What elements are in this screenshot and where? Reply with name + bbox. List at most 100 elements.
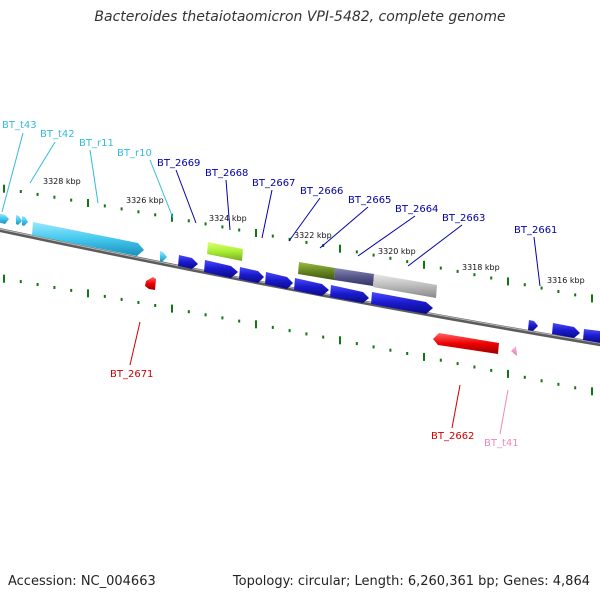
minor-tick bbox=[19, 280, 22, 284]
leader-line bbox=[451, 384, 461, 429]
minor-tick bbox=[103, 204, 106, 208]
minor-tick bbox=[238, 228, 241, 232]
minor-tick bbox=[540, 286, 543, 290]
gene-label-bt-2665: BT_2665 bbox=[348, 195, 391, 206]
minor-tick bbox=[221, 225, 224, 229]
leader-line bbox=[499, 389, 509, 435]
gene-labels: BT_t43 BT_t42 BT_r11 BT_r10 BT_2669 BT_2… bbox=[2, 120, 557, 449]
minor-tick bbox=[473, 365, 476, 369]
leader-line bbox=[149, 159, 174, 219]
minor-tick bbox=[36, 192, 39, 196]
cds-forward-arrow bbox=[583, 329, 600, 343]
leader-line bbox=[29, 141, 56, 184]
leader-line bbox=[357, 215, 416, 257]
leader-line bbox=[407, 224, 463, 267]
minor-tick bbox=[288, 237, 291, 241]
gene-label-bt-2671: BT_2671 bbox=[110, 369, 153, 380]
minor-tick bbox=[456, 362, 459, 366]
minor-tick bbox=[557, 382, 560, 386]
page-title: Bacteroides thetaiotaomicron VPI-5482, c… bbox=[94, 9, 506, 25]
major-tick bbox=[339, 336, 341, 345]
gene-label-bt-2668: BT_2668 bbox=[205, 168, 248, 179]
leader-line bbox=[89, 149, 99, 204]
minor-tick bbox=[187, 219, 190, 223]
leader-line bbox=[225, 179, 231, 231]
minor-tick bbox=[557, 290, 560, 293]
feature-blocks bbox=[207, 242, 437, 298]
minor-tick bbox=[120, 207, 123, 211]
cds-reverse-arrow bbox=[145, 277, 156, 290]
minor-tick bbox=[137, 210, 140, 214]
leader-line bbox=[175, 169, 197, 224]
genome-summary-text: Topology: circular; Length: 6,260,361 bp… bbox=[232, 574, 590, 589]
trna-feature-arrow bbox=[22, 216, 28, 226]
minor-tick bbox=[355, 342, 358, 346]
rrna-feature-arrow bbox=[160, 251, 167, 262]
major-tick bbox=[255, 320, 257, 329]
trna-feature-arrow bbox=[16, 215, 22, 225]
cds-forward-arrow bbox=[239, 267, 264, 283]
slate-feature bbox=[334, 268, 374, 286]
cds-forward-arrow bbox=[528, 320, 538, 331]
reverse-features bbox=[145, 277, 517, 356]
gray-feature bbox=[373, 274, 437, 298]
minor-tick bbox=[490, 368, 493, 372]
gene-label-bt-t43: BT_t43 bbox=[2, 120, 37, 131]
minor-tick bbox=[540, 379, 543, 383]
minor-tick bbox=[154, 213, 157, 217]
tick-labels: 3328 kbp 3326 kbp 3324 kbp 3322 kbp 3320… bbox=[43, 177, 585, 285]
gene-label-bt-2662: BT_2662 bbox=[431, 431, 474, 442]
minor-tick bbox=[221, 316, 224, 320]
gene-label-bt-r11: BT_r11 bbox=[79, 138, 114, 149]
major-tick bbox=[507, 369, 509, 378]
cds-forward-arrow bbox=[371, 292, 433, 314]
tick-label: 3328 kbp bbox=[43, 177, 81, 186]
major-tick bbox=[507, 277, 509, 286]
minor-tick bbox=[322, 335, 325, 339]
minor-tick bbox=[120, 297, 123, 301]
tick-label: 3322 kbp bbox=[294, 231, 332, 240]
major-tick bbox=[339, 244, 341, 253]
minor-tick bbox=[271, 234, 274, 238]
minor-tick bbox=[523, 283, 526, 287]
leader-line bbox=[261, 189, 273, 239]
minor-tick bbox=[36, 283, 39, 286]
minor-tick bbox=[372, 253, 375, 257]
major-tick bbox=[3, 274, 5, 283]
minor-tick bbox=[103, 294, 106, 298]
lime-feature bbox=[207, 242, 243, 261]
minor-tick bbox=[372, 345, 375, 349]
minor-tick bbox=[406, 352, 409, 355]
minor-tick bbox=[574, 386, 577, 390]
tick-label: 3320 kbp bbox=[378, 247, 416, 256]
tick-label: 3326 kbp bbox=[126, 196, 164, 205]
gene-label-bt-r10: BT_r10 bbox=[117, 148, 152, 159]
major-tick bbox=[423, 352, 425, 361]
cds-forward-arrow bbox=[265, 272, 293, 289]
cds-forward-arrow bbox=[204, 260, 238, 278]
cds-forward-arrow bbox=[294, 278, 329, 296]
major-tick bbox=[171, 213, 173, 222]
major-tick bbox=[591, 294, 593, 303]
minor-tick bbox=[238, 319, 241, 323]
minor-tick bbox=[456, 269, 459, 273]
gene-label-bt-2664: BT_2664 bbox=[395, 204, 438, 215]
forward-features bbox=[0, 213, 600, 343]
cds-forward-arrow bbox=[552, 323, 580, 338]
minor-tick bbox=[389, 348, 392, 352]
leader-line bbox=[129, 321, 141, 366]
cds-forward-arrow bbox=[178, 255, 198, 269]
tick-label: 3318 kbp bbox=[462, 263, 500, 272]
minor-tick bbox=[288, 329, 291, 333]
minor-tick bbox=[355, 250, 358, 254]
minor-tick bbox=[70, 198, 73, 202]
minor-tick bbox=[53, 286, 56, 289]
major-tick bbox=[423, 260, 425, 269]
minor-tick bbox=[53, 195, 56, 199]
trna-feature-arrow bbox=[0, 213, 9, 224]
gene-label-bt-2669: BT_2669 bbox=[157, 158, 200, 169]
major-tick bbox=[255, 229, 257, 237]
gene-label-bt-2661: BT_2661 bbox=[514, 225, 557, 236]
minor-tick bbox=[523, 375, 526, 379]
